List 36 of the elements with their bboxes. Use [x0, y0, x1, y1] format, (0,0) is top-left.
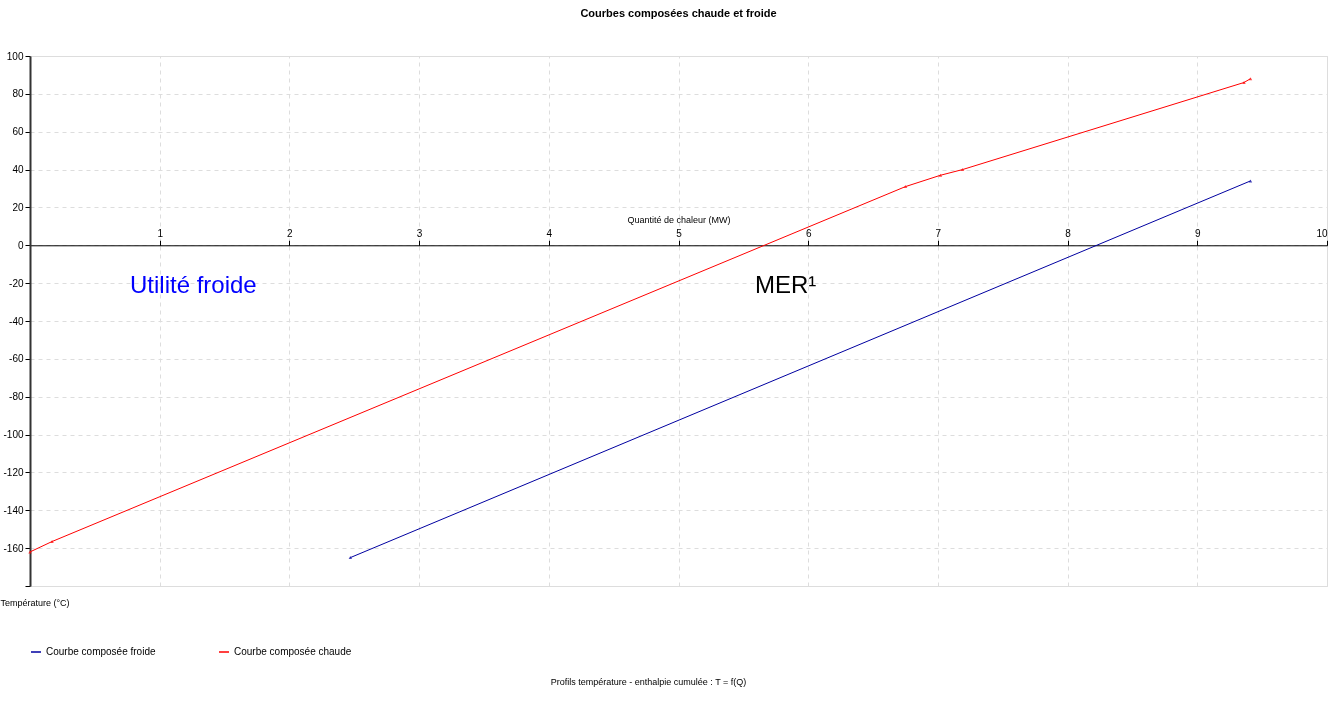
y-tick-label: 60 [12, 126, 24, 138]
x-tick-label: 8 [1065, 227, 1072, 239]
y-tick-label: -160 [3, 542, 24, 554]
x-tick-label: 3 [416, 227, 423, 239]
point [960, 168, 965, 172]
y-tick-label: -60 [9, 353, 24, 365]
text: Profils température - enthalpie cumulée : T = f(Q) [550, 677, 747, 687]
x-tick-label: 6 [805, 227, 812, 239]
point [903, 185, 908, 189]
y-axis-title: Température (°C) [0, 597, 70, 608]
y-tick-label: -100 [3, 429, 24, 441]
y-tick-label: -40 [9, 315, 24, 327]
legend-label: Courbe composée chaude [234, 646, 352, 657]
y-tick-label: 100 [6, 50, 24, 62]
x-tick-label: 1 [157, 227, 164, 239]
legend-label: Courbe composée froide [46, 646, 156, 657]
y-tick-label: 80 [12, 88, 24, 100]
y-tick-label: -120 [3, 466, 24, 478]
point [938, 173, 943, 177]
y-tick-label: -80 [9, 391, 24, 403]
y-tick-label: -140 [3, 504, 24, 516]
x-tick-label: 4 [546, 227, 553, 239]
x-tick-label: 10 [1316, 227, 1328, 239]
annotation: Utilité froide [130, 271, 257, 298]
y-tick-label: 0 [17, 239, 24, 251]
x-axis-title: Quantité de chaleur (MW) [627, 214, 731, 225]
y-tick-label: 40 [12, 164, 24, 176]
y-tick-label: -20 [9, 277, 24, 289]
chart-title: Courbes composées chaude et froide [580, 7, 777, 19]
x-tick-label: 9 [1195, 227, 1202, 239]
y-tick-label: 20 [12, 201, 24, 213]
x-tick-label: 7 [935, 227, 942, 239]
point [1248, 77, 1253, 81]
x-tick-label: 5 [676, 227, 683, 239]
x-tick-label: 2 [287, 227, 294, 239]
annotation: MER¹ [755, 271, 817, 298]
